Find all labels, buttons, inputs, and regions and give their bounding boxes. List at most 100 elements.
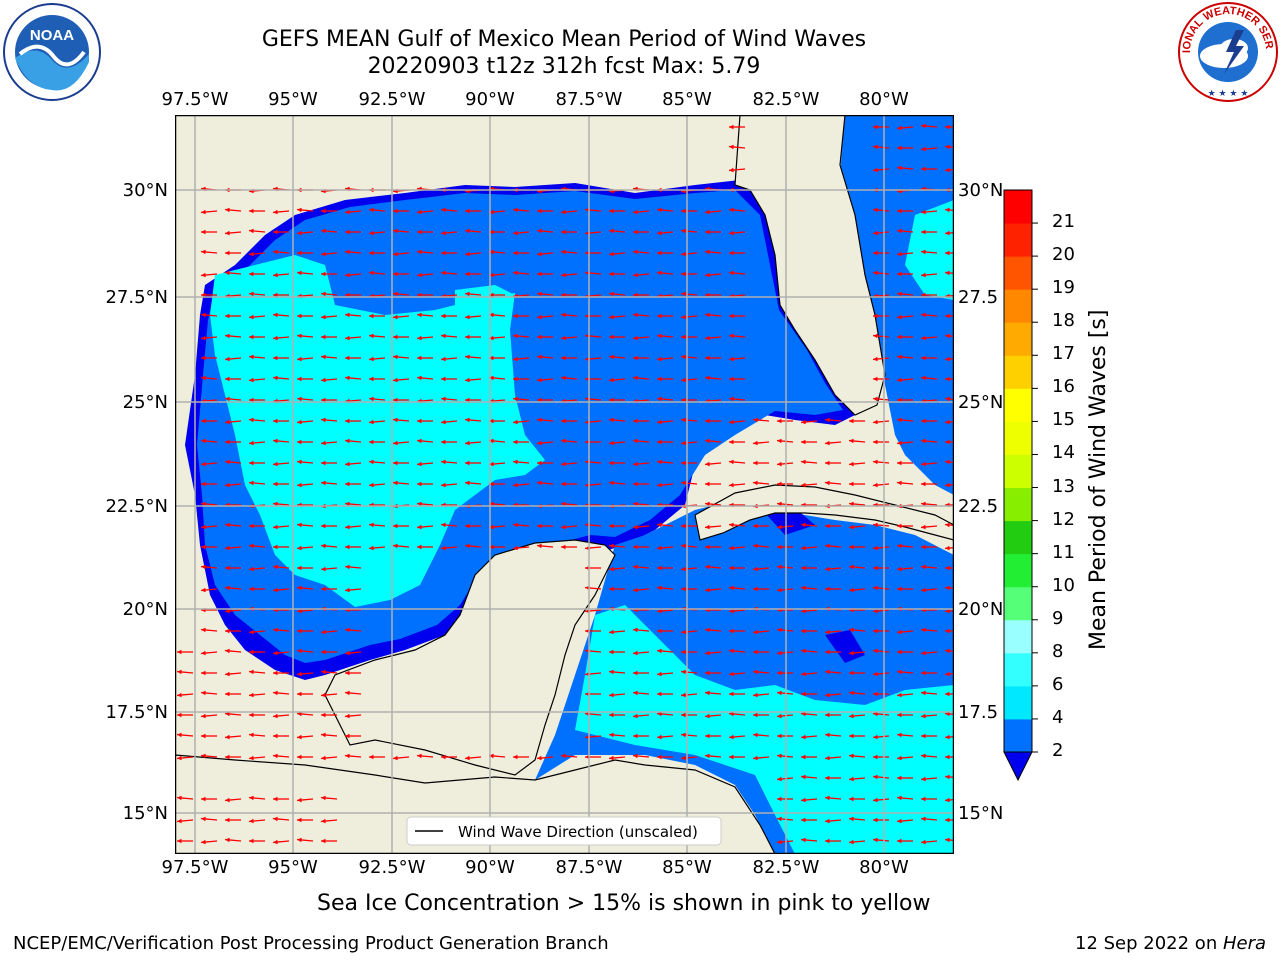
wave-arrow-head [489,209,494,215]
wave-arrow-head [345,713,350,719]
lat-label-left: 20°N [122,599,168,620]
wave-arrow-head [729,333,734,339]
wave-arrow-head [753,712,758,718]
wave-arrow-head [321,543,326,549]
wave-arrow-head [609,566,614,572]
wave-arrow-head [681,543,686,549]
wave-arrow-head [345,418,350,424]
wave-arrow-head [921,816,926,822]
wave-arrow-head [657,565,662,571]
wave-arrow-head [921,713,926,719]
wave-arrow-head [801,734,806,740]
wave-arrow-head [705,375,710,381]
wave-arrow-head [873,270,878,276]
wave-arrow-head [249,523,254,529]
wave-arrow-head [609,523,614,529]
wave-arrow-head [921,166,926,172]
caribbean-low-period-area [825,630,865,663]
lat-label-right: 25°N [958,392,1004,413]
wave-arrow-head [393,291,398,297]
colorbar-under-extension [1003,751,1033,782]
colorbar-segment [1004,421,1032,455]
colorbar-segment [1004,289,1032,323]
wave-arrow-head [321,669,326,675]
wave-arrow-head [729,207,734,213]
wave-arrow-head [897,314,902,320]
colorbar-segment [1004,619,1032,654]
wave-arrow-head [873,439,878,445]
wave-arrow-head [633,418,638,424]
wave-arrow-head [249,228,254,234]
wave-arrow-head [441,545,446,551]
wave-arrow-head [489,355,494,361]
wave-arrow-head [897,775,902,781]
wave-arrow-head [753,586,758,592]
wave-arrow-head [537,251,542,257]
wave-arrow-head [777,776,782,782]
wave-arrow-head [513,230,518,236]
wave-arrow-head [609,460,614,466]
wave-arrow-head [777,690,782,696]
wave-arrow-head [489,418,494,424]
lat-label-right: 30°N [958,180,1004,201]
wave-arrow-head [753,755,758,761]
wave-arrow-head [201,839,206,845]
wave-arrow-head [657,356,662,362]
wave-arrow-head [921,335,926,341]
colorbar-segment [1004,190,1032,224]
wave-arrow-head [201,438,206,444]
wave-arrow-head [393,228,398,234]
wave-arrow-head [489,753,494,759]
wave-arrow-head [945,230,950,236]
wave-arrow-head [321,314,326,320]
wave-arrow-head [537,755,542,761]
wave-arrow-head [441,230,446,236]
wave-arrow-head [345,564,350,570]
wave-arrow-head [945,376,950,382]
wave-arrow-head [729,711,734,717]
wave-arrow-head [873,459,878,465]
wave-arrow-head [393,460,398,466]
wave-arrow-head [273,587,278,593]
wave-arrow-head [849,650,854,656]
wave-arrow-head [273,650,278,656]
wave-arrow-head [345,544,350,550]
wave-arrow-head [393,440,398,446]
wave-arrow-head [345,627,350,633]
wave-arrow-head [873,774,878,780]
wave-arrow-head [945,628,950,634]
wave-arrow-head [417,209,422,215]
wave-arrow-head [825,440,830,446]
wave-arrow-head [945,396,950,402]
colorbar-tick-label: 12 [1052,508,1075,530]
wave-arrow-head [825,629,830,635]
wave-arrow-head [345,461,350,467]
wave-arrow-head [897,271,902,277]
wave-arrow-head [513,522,518,528]
wave-arrow-head [393,208,398,214]
wave-arrow-head [729,648,734,654]
wave-arrow-head [297,419,302,425]
wave-arrow-head [801,691,806,697]
wave-arrow-head [513,419,518,425]
wave-arrow-head [825,543,830,549]
wave-arrow-head [801,565,806,571]
wave-arrow-head [777,524,782,530]
wave-arrow-head [897,125,902,131]
wave-arrow-head [273,839,278,845]
wave-arrow-head [945,691,950,697]
wave-arrow-head [705,650,710,656]
wave-arrow-head [201,335,206,341]
wave-arrow-head [225,396,230,402]
wave-arrow-head [801,774,806,780]
wave-arrow-head [345,753,350,759]
wave-arrow-head [561,272,566,278]
wave-arrow-head [201,713,206,719]
wave-arrow-head [201,650,206,656]
wave-arrow-head [657,522,662,528]
wave-arrow-head [705,670,710,676]
wave-arrow-head [393,377,398,383]
wave-arrow-head [249,291,254,297]
noaa-logo: NOAA [2,2,102,102]
wave-arrow-head [297,376,302,382]
